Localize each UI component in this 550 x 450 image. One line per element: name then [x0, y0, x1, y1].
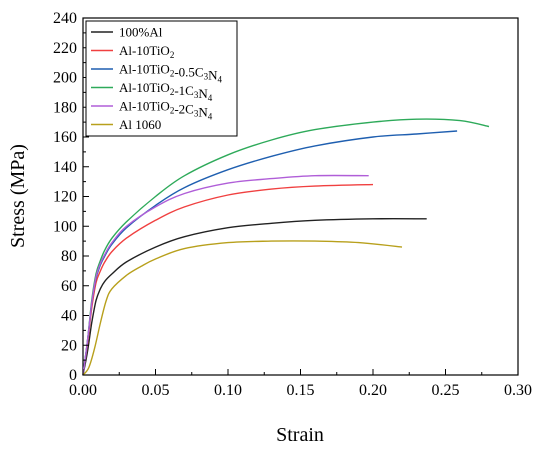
y-tick-label: 80	[61, 248, 77, 265]
y-tick-label: 240	[53, 10, 77, 27]
x-tick-label: 0.25	[432, 382, 460, 399]
x-tick-label: 0.30	[504, 382, 532, 399]
y-tick-label: 0	[69, 367, 77, 384]
series-line-5	[82, 174, 369, 376]
y-tick-label: 220	[53, 40, 77, 57]
y-tick-label: 180	[53, 99, 77, 116]
y-tick-label: 140	[53, 159, 77, 176]
y-tick-label: 200	[53, 70, 77, 87]
series-line-1	[82, 218, 427, 376]
series-line-2	[82, 183, 374, 376]
legend-entry: Al-10TiO2-2C3N4	[119, 99, 213, 122]
y-axis-label: Stress (MPa)	[7, 144, 29, 248]
y-tick-label: 100	[53, 218, 77, 235]
x-tick-label: 0.05	[142, 382, 170, 399]
series-line-3	[82, 130, 458, 376]
legend-entry: Al-10TiO2-0.5C3N4	[119, 62, 222, 85]
y-tick-label: 60	[61, 278, 77, 295]
tick-layer: 0.00 0.05 0.10 0.15 0.20 0.25 0.30 0 20 40 60 80 100…	[53, 10, 532, 399]
series-layer	[82, 118, 490, 376]
y-tick-label: 160	[53, 129, 77, 146]
series-line-4	[82, 118, 490, 376]
y-tick-label: 40	[61, 308, 77, 325]
legend-box	[85, 20, 238, 137]
legend-entry: 100%Al	[119, 25, 163, 40]
y-tick-label: 120	[53, 189, 77, 206]
legend: 100%AlAl-10TiO2Al-10TiO2-0.5C3N4Al-10TiO…	[85, 20, 238, 137]
legend-entry: Al-10TiO2-1C3N4	[119, 80, 213, 103]
x-tick-label: 0.15	[287, 382, 315, 399]
x-tick-label: 0.10	[214, 382, 242, 399]
x-axis-label: Strain	[276, 424, 324, 446]
series-line-6	[82, 240, 403, 376]
legend-entry: Al-10TiO2	[119, 43, 174, 60]
y-tick-label: 20	[61, 337, 77, 354]
legend-entry: Al 1060	[119, 117, 161, 132]
x-tick-label: 0.20	[359, 382, 387, 399]
x-tick-label: 0.00	[69, 382, 97, 399]
